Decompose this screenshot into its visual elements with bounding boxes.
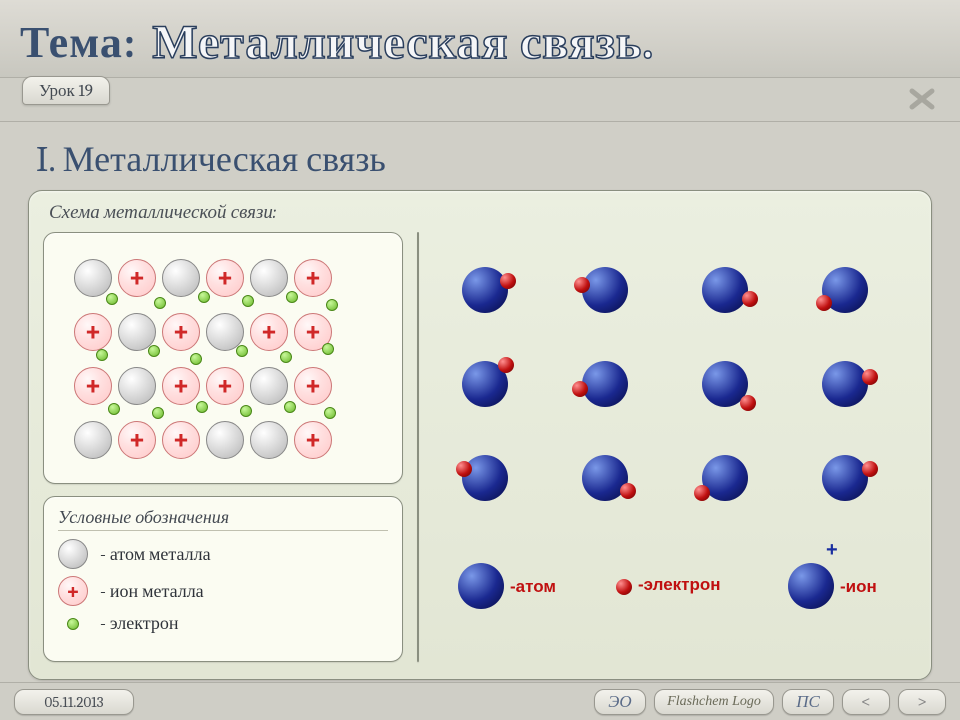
lattice-atom xyxy=(206,421,244,459)
legend-row-atom: - атом металла xyxy=(58,539,388,569)
render-legend-ion-label: -ион xyxy=(840,577,877,597)
render-electron xyxy=(574,277,590,293)
render-electron xyxy=(742,291,758,307)
render-legend-electron-icon xyxy=(616,579,632,595)
render-electron xyxy=(740,395,756,411)
render-electron xyxy=(620,483,636,499)
lattice-ion xyxy=(206,367,244,405)
lattice-electron xyxy=(190,353,202,365)
render-electron xyxy=(456,461,472,477)
lattice-atom xyxy=(74,259,112,297)
lesson-badge: Урок 19 xyxy=(22,76,110,105)
legend-panel: Условные обозначения - атом металла + - … xyxy=(43,496,403,662)
render-legend-plus: + xyxy=(826,539,838,562)
legend-row-electron: - электрон xyxy=(58,613,388,634)
lattice-electron xyxy=(242,295,254,307)
main-panel: Схема металлической связи: Условные обоз… xyxy=(28,190,932,680)
lattice-electron xyxy=(324,407,336,419)
lattice-atom xyxy=(250,367,288,405)
lattice-ion xyxy=(294,367,332,405)
atom-icon xyxy=(58,539,88,569)
ps-button[interactable]: ПС xyxy=(782,689,834,715)
render-ion xyxy=(702,267,748,313)
render-legend-atom-icon xyxy=(458,563,504,609)
lattice-ion xyxy=(250,313,288,351)
close-icon[interactable] xyxy=(904,84,940,114)
lattice-atom xyxy=(118,367,156,405)
render-electron xyxy=(862,369,878,385)
logo-badge: Flashchem Logo xyxy=(654,689,774,715)
render-electron xyxy=(500,273,516,289)
panel-caption: Схема металлической связи: xyxy=(49,201,917,224)
lattice-ion xyxy=(206,259,244,297)
subheader-row: Урок 19 xyxy=(0,78,960,122)
render-electron xyxy=(816,295,832,311)
lattice-electron xyxy=(152,407,164,419)
lattice-electron xyxy=(284,401,296,413)
legend-electron-label: - электрон xyxy=(100,613,178,634)
lattice-ion xyxy=(74,367,112,405)
electron-icon xyxy=(67,618,79,630)
ion-icon: + xyxy=(58,576,88,606)
lattice-ion xyxy=(118,421,156,459)
section-heading: I. Металлическая связь xyxy=(36,138,932,180)
lattice-electron xyxy=(96,349,108,361)
lattice-atom xyxy=(74,421,112,459)
lattice-electron xyxy=(236,345,248,357)
lattice-atom xyxy=(250,259,288,297)
lattice-ion xyxy=(294,421,332,459)
render-ion xyxy=(462,267,508,313)
legend-row-ion: + - ион металла xyxy=(58,576,388,606)
header-bar: Тема: Металлическая связь. xyxy=(0,0,960,78)
lattice-ion xyxy=(162,421,200,459)
prev-button[interactable]: < xyxy=(842,689,890,715)
lattice-atom xyxy=(250,421,288,459)
content-area: I. Металлическая связь Схема металлическ… xyxy=(0,122,960,680)
lattice-electron xyxy=(154,297,166,309)
render-ion xyxy=(822,361,868,407)
lattice-electron xyxy=(148,345,160,357)
render-electron xyxy=(862,461,878,477)
render-electron xyxy=(498,357,514,373)
lattice-ion xyxy=(118,259,156,297)
lattice-electron xyxy=(240,405,252,417)
lattice-atom xyxy=(162,259,200,297)
lattice-electron xyxy=(286,291,298,303)
lattice-electron xyxy=(106,293,118,305)
render-ion xyxy=(582,267,628,313)
render-legend-ion-icon xyxy=(788,563,834,609)
render-ion xyxy=(582,361,628,407)
render-electron xyxy=(694,485,710,501)
lattice-ion xyxy=(162,313,200,351)
lattice-ion xyxy=(162,367,200,405)
render-ion xyxy=(822,455,868,501)
date-badge: 05.11.2013 xyxy=(14,689,134,715)
eo-button[interactable]: ЭО xyxy=(594,689,646,715)
render-legend-atom-label: -атом xyxy=(510,577,556,597)
next-button[interactable]: > xyxy=(898,689,946,715)
lattice-electron xyxy=(326,299,338,311)
lattice-diagram xyxy=(43,232,403,484)
topic-label: Тема: xyxy=(20,17,136,68)
lattice-electron xyxy=(108,403,120,415)
lattice-electron xyxy=(198,291,210,303)
legend-title: Условные обозначения xyxy=(58,507,388,531)
render-electron xyxy=(572,381,588,397)
render-panel: -атом-электрон+-ион xyxy=(417,232,419,662)
lattice-ion xyxy=(294,259,332,297)
lattice-electron xyxy=(322,343,334,355)
footer-bar: 05.11.2013 ЭО Flashchem Logo ПС < > xyxy=(0,682,960,720)
lattice-electron xyxy=(280,351,292,363)
legend-atom-label: - атом металла xyxy=(100,544,211,565)
topic-title: Металлическая связь. xyxy=(152,15,654,70)
legend-ion-label: - ион металла xyxy=(100,581,204,602)
lattice-ion xyxy=(74,313,112,351)
lattice-electron xyxy=(196,401,208,413)
render-legend-electron-label: -электрон xyxy=(638,575,721,595)
